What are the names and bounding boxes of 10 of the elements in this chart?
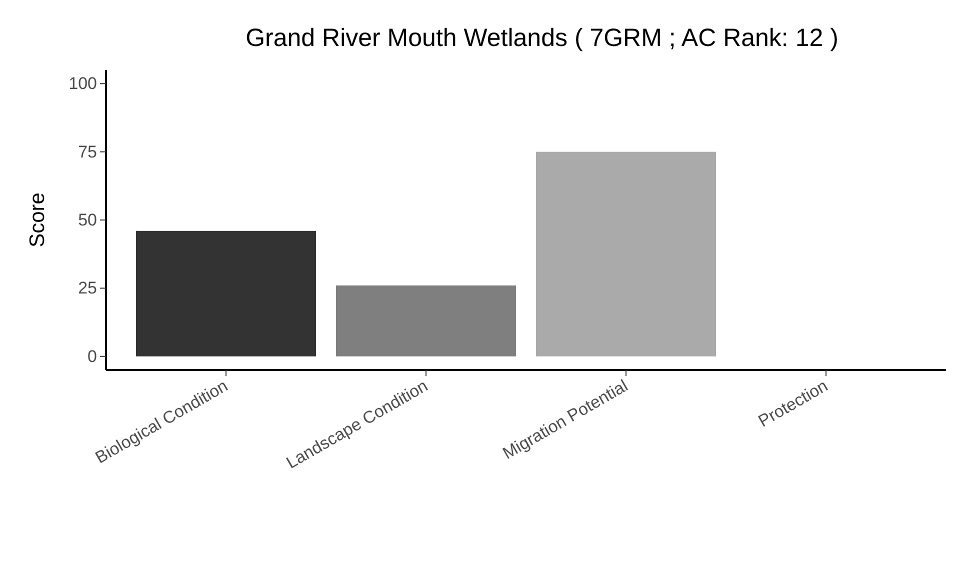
bar: [536, 152, 716, 356]
y-tick-label: 75: [78, 142, 97, 162]
chart-title: Grand River Mouth Wetlands ( 7GRM ; AC Rank: 12 ): [246, 24, 838, 52]
y-tick-label: 50: [78, 210, 97, 230]
y-tick-label: 0: [88, 346, 97, 366]
y-axis-title: Score: [26, 192, 49, 248]
bar: [136, 230, 316, 356]
y-tick-label: 25: [78, 278, 97, 298]
y-tick-label: 100: [68, 74, 97, 94]
bar: [336, 285, 516, 356]
